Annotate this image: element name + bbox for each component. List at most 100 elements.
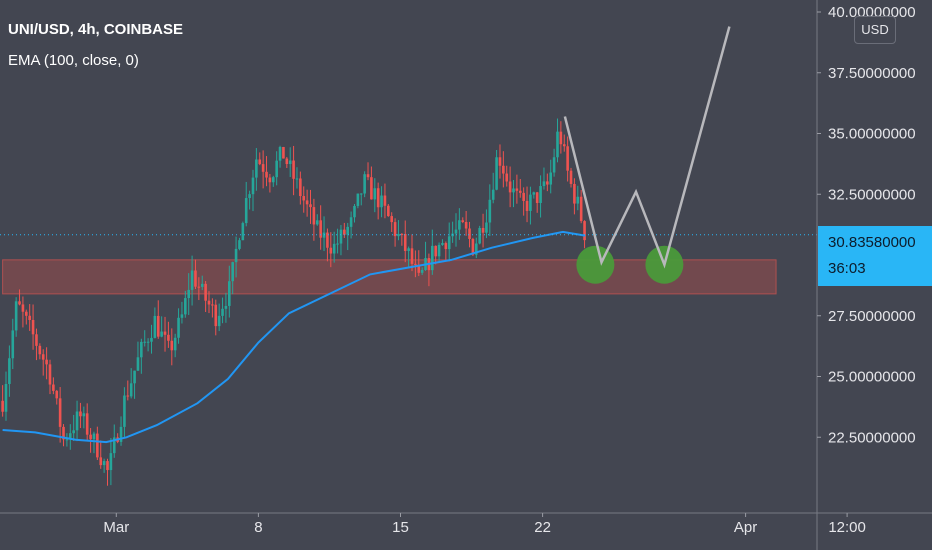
last-price-value: 30.83580000 [828,234,916,251]
candle-body [255,159,258,178]
candle-body [505,173,509,182]
candle-body [376,188,380,208]
candle-body [75,411,79,431]
candle-body [14,301,18,331]
candle-body [1,400,4,412]
candle-body [41,354,45,360]
candle-body [187,289,191,299]
candle-body [420,269,424,273]
candle-body [248,194,251,199]
candle-body [373,188,377,200]
candle-body [549,172,553,185]
candle-body [180,314,184,318]
candle-body [302,196,306,201]
candle-body [441,243,444,245]
candle-body [21,304,25,312]
candle-body [200,283,204,287]
candle-body [102,461,106,466]
candle-body [170,340,174,351]
candle-body [512,188,515,193]
candle-body [207,300,211,305]
candle-body [55,390,59,399]
candle-body [288,160,292,165]
candle-body [38,345,42,355]
candle-body [173,337,177,351]
candle-body [566,146,569,171]
candle-body [562,144,566,147]
candle-body [485,222,488,233]
candle-body [397,233,400,237]
candle-body [224,305,228,309]
y-tick-label: 32.50000000 [828,186,916,203]
candle-body [48,364,52,385]
candle-body [82,413,86,417]
candle-body [241,223,245,241]
candle-body [275,160,278,178]
bounce-marker [576,245,615,284]
candle-body [251,177,255,195]
candle-body [35,334,38,346]
candle-body [285,158,289,165]
candle-body [573,183,576,204]
projection-path [563,26,731,269]
candle-body [4,383,8,412]
candle-body [25,311,28,316]
x-tick-label: 8 [254,519,262,536]
candle-body [184,298,187,315]
candle-body [522,192,525,201]
candle-body [339,229,343,244]
candle-body [488,199,492,223]
candle-body [370,177,373,200]
candle-body [498,157,502,166]
candle-body [167,334,170,341]
projection-layer [563,26,731,269]
candle-body [211,304,214,306]
candle-body [508,181,512,193]
time-axis-panel[interactable] [0,513,932,550]
bar-countdown: 36:03 [828,260,866,277]
candle-body [336,243,339,245]
candle-body [390,216,394,223]
candle-body [153,315,157,338]
y-tick-label: 25.00000000 [828,369,916,386]
candle-body [190,270,194,290]
candle-body [238,240,241,249]
candle-body [447,236,451,250]
candle-body [546,181,549,185]
candle-body [315,220,319,225]
candle-body [431,245,434,271]
candle-body [444,243,448,250]
candle-body [146,341,150,343]
currency-button[interactable]: USD [854,16,896,44]
candle-body [244,198,248,224]
candle-body [8,358,11,384]
candle-body [312,207,316,225]
indicator-legend[interactable]: EMA (100, close, 0) [8,52,139,69]
candle-body [258,159,262,165]
candle-body [106,461,109,471]
candle-body [79,411,82,417]
candle-body [326,232,329,248]
candle-body [65,439,69,441]
candle-body [261,164,265,172]
candle-body [228,281,231,306]
candle-body [123,395,126,427]
candle-body [177,317,180,338]
candle-body [343,229,346,235]
candle-body [62,426,65,440]
candle-body [403,233,407,251]
candles-layer [1,118,586,486]
candle-body [474,243,478,255]
candle-body [271,177,275,183]
candle-body [518,190,522,193]
y-tick-label: 35.00000000 [828,126,916,143]
candle-body [221,308,224,316]
candle-body [194,270,197,287]
candle-body [542,181,546,187]
candle-body [400,233,404,235]
candle-body [468,228,471,239]
y-tick-label: 22.50000000 [828,429,916,446]
candle-body [481,227,485,233]
candle-body [197,286,201,288]
